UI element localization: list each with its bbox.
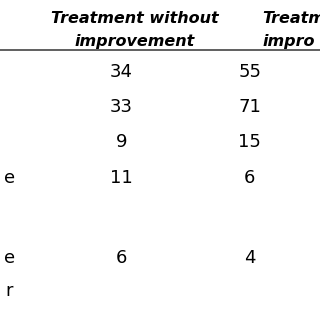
Text: 15: 15: [238, 133, 261, 151]
Text: 71: 71: [238, 98, 261, 116]
Text: 34: 34: [110, 63, 133, 81]
Text: e: e: [4, 169, 15, 187]
Text: impro: impro: [262, 34, 315, 49]
Text: 33: 33: [110, 98, 133, 116]
Text: improvement: improvement: [74, 34, 195, 49]
Text: 6: 6: [244, 169, 255, 187]
Text: 6: 6: [116, 249, 127, 267]
Text: Treatment without: Treatment without: [51, 11, 218, 26]
Text: r: r: [6, 282, 13, 300]
Text: 11: 11: [110, 169, 133, 187]
Text: Treatm: Treatm: [262, 11, 320, 26]
Text: 4: 4: [244, 249, 255, 267]
Text: e: e: [4, 249, 15, 267]
Text: 55: 55: [238, 63, 261, 81]
Text: 9: 9: [116, 133, 127, 151]
